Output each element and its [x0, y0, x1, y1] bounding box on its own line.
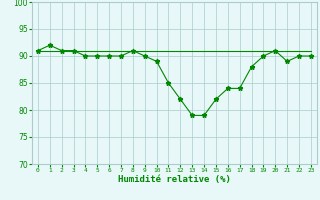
X-axis label: Humidité relative (%): Humidité relative (%) [118, 175, 231, 184]
